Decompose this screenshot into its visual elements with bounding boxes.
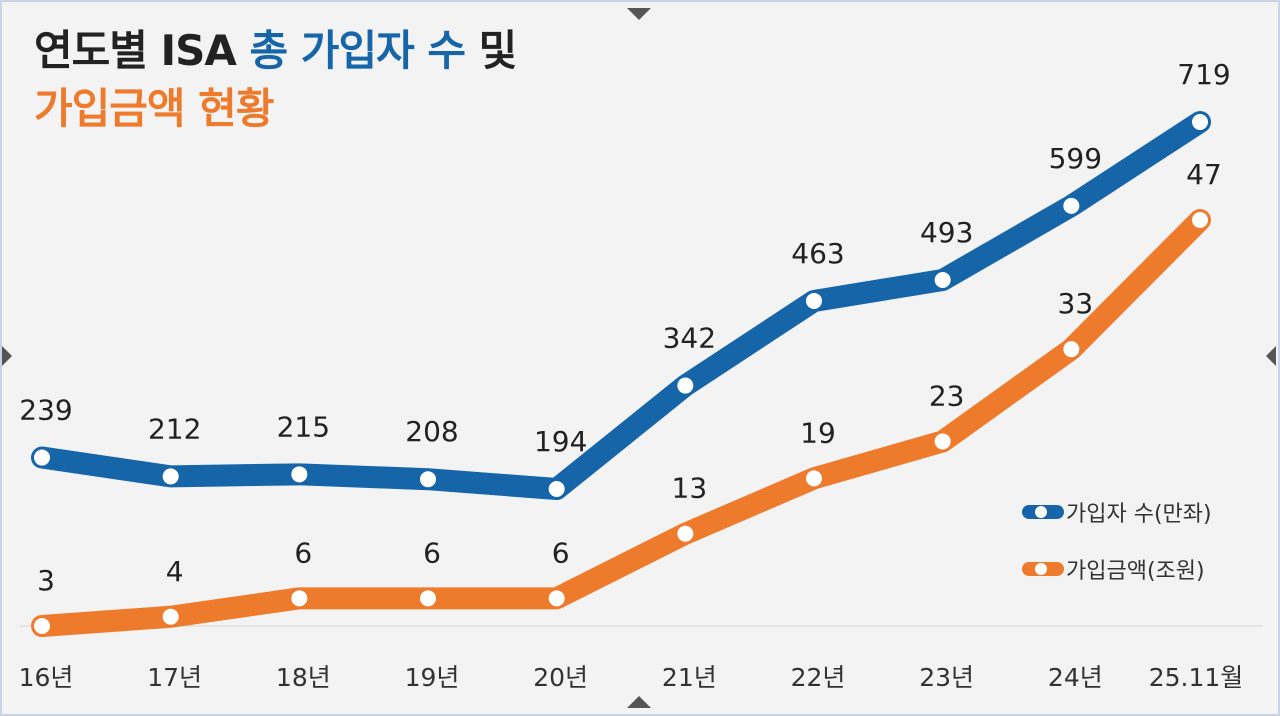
chart-title: 연도별 ISA 총 가입자 수 및 가입금액 현황 xyxy=(34,22,518,138)
resize-handle-top-icon[interactable] xyxy=(627,8,651,20)
legend-swatch-subscribers xyxy=(1022,505,1064,519)
amount-data-label: 47 xyxy=(1186,158,1222,191)
subscribers-data-label: 463 xyxy=(791,237,844,270)
subscribers-point xyxy=(291,466,308,483)
resize-handle-right-icon[interactable] xyxy=(1266,346,1276,366)
series-amount: 3 4 6 6 6 13 19 23 33 47 xyxy=(31,158,1222,637)
subscribers-data-label: 239 xyxy=(19,394,72,427)
amount-data-label: 6 xyxy=(294,536,312,569)
subscribers-data-label: 599 xyxy=(1049,142,1102,175)
amount-data-label: 33 xyxy=(1058,287,1094,320)
amount-point xyxy=(806,470,822,487)
x-axis-ticks: 16년 17년 18년 19년 20년 21년 22년 23년 24년 25.11월 xyxy=(19,663,1244,692)
amount-data-label: 19 xyxy=(800,416,836,449)
title-text-part1: 연도별 ISA xyxy=(34,26,250,75)
amount-point xyxy=(1063,341,1080,358)
chart-title-line2: 가입금액 현황 xyxy=(34,84,274,133)
x-tick-label: 18년 xyxy=(276,663,331,692)
subscribers-data-label: 342 xyxy=(663,322,716,355)
subscribers-data-label: 208 xyxy=(405,415,458,448)
subscribers-point xyxy=(677,377,694,394)
subscribers-point xyxy=(1063,197,1080,214)
resize-handle-left-icon[interactable] xyxy=(2,346,12,366)
amount-point xyxy=(934,433,951,450)
amount-data-label: 13 xyxy=(672,472,708,505)
x-tick-label: 16년 xyxy=(19,663,74,692)
subscribers-data-label: 493 xyxy=(920,216,973,249)
subscribers-data-label: 215 xyxy=(277,410,330,443)
subscribers-point xyxy=(548,481,565,497)
amount-point xyxy=(1192,212,1208,228)
subscribers-point xyxy=(34,449,50,466)
subscribers-point xyxy=(420,471,436,488)
subscribers-data-label: 194 xyxy=(534,425,587,458)
x-tick-label: 17년 xyxy=(147,663,202,692)
legend-label-subscribers: 가입자 수(만좌) xyxy=(1066,502,1212,527)
amount-point xyxy=(420,590,436,607)
amount-point xyxy=(291,590,308,607)
legend-label-amount: 가입금액(조원) xyxy=(1066,559,1205,584)
series-subscribers: 239 212 215 208 194 342 463 493 599 719 xyxy=(19,58,1231,500)
amount-line xyxy=(31,209,1211,637)
amount-point xyxy=(548,590,565,607)
x-tick-label: 25.11월 xyxy=(1149,663,1244,692)
subscribers-data-label: 719 xyxy=(1177,58,1230,91)
subscribers-data-label: 212 xyxy=(148,412,201,445)
subscribers-point xyxy=(162,468,179,485)
x-tick-label: 21년 xyxy=(662,663,717,692)
x-tick-label: 19년 xyxy=(405,663,460,692)
amount-data-label: 23 xyxy=(929,379,965,412)
amount-data-label: 3 xyxy=(37,564,55,597)
amount-point xyxy=(677,525,694,542)
amount-data-label: 6 xyxy=(423,536,441,569)
subscribers-point xyxy=(806,292,822,309)
x-tick-label: 22년 xyxy=(791,663,846,692)
chart-title-line1: 연도별 ISA 총 가입자 수 및 xyxy=(34,22,518,80)
title-text-subscribers: 총 가입자 수 xyxy=(249,26,466,75)
x-tick-label: 24년 xyxy=(1048,663,1103,692)
resize-handle-bottom-icon[interactable] xyxy=(627,696,651,708)
subscribers-line xyxy=(31,111,1211,500)
x-tick-label: 20년 xyxy=(533,663,588,692)
subscribers-point xyxy=(1192,114,1208,130)
amount-point xyxy=(162,608,179,625)
subscribers-point xyxy=(934,271,951,288)
legend-swatch-amount xyxy=(1022,562,1064,576)
x-tick-label: 23년 xyxy=(919,663,974,692)
amount-data-label: 6 xyxy=(552,536,570,569)
legend-item-amount: 가입금액(조원) xyxy=(1022,555,1205,584)
title-text-part3: 및 xyxy=(465,26,518,75)
amount-data-label: 4 xyxy=(166,555,184,588)
amount-point xyxy=(34,618,50,634)
legend-item-subscribers: 가입자 수(만좌) xyxy=(1022,498,1212,527)
